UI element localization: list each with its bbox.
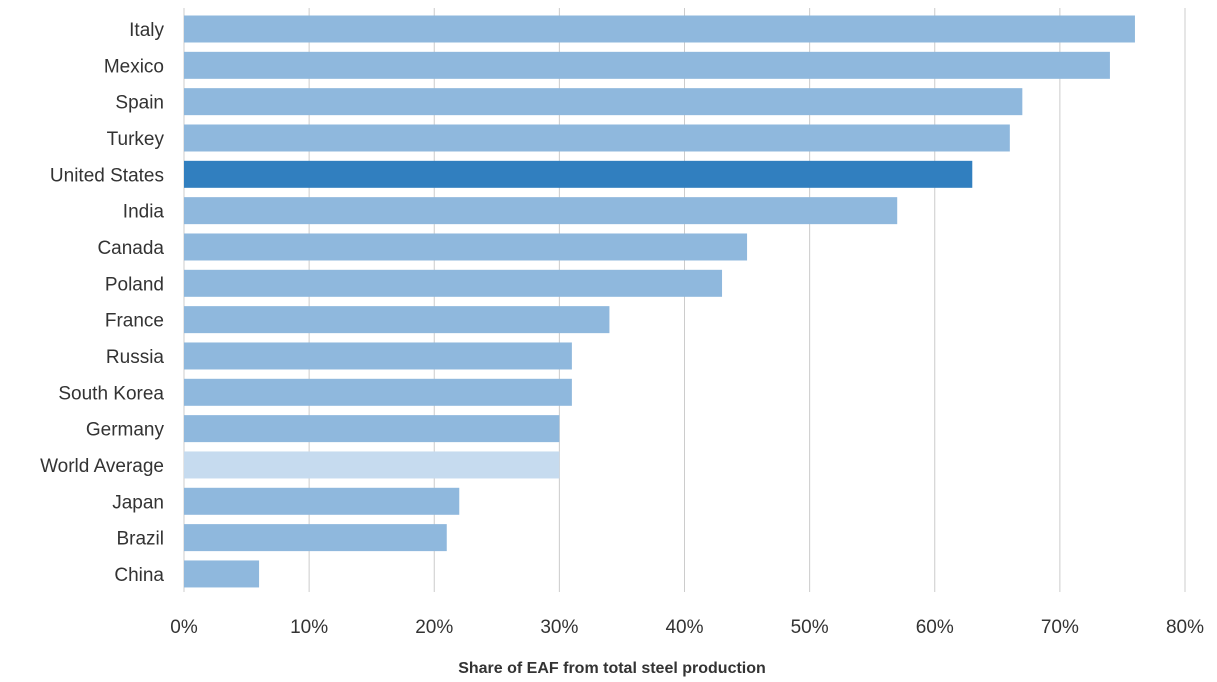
bar [184,560,260,588]
category-label: Japan [112,492,164,513]
bar [184,451,560,479]
bar [184,160,973,188]
bar [184,269,723,297]
bars [184,15,1135,588]
category-label: World Average [40,456,164,477]
bar [184,487,460,515]
bar [184,378,572,406]
category-label: Mexico [104,56,164,77]
category-label: Canada [97,238,164,259]
category-labels: Italy Mexico Spain Turkey United States India… [40,20,164,586]
x-tick-label: 80% [1166,617,1204,638]
x-tick-label: 10% [290,617,328,638]
category-label: China [114,565,164,586]
category-label: Italy [129,20,164,41]
category-label: Turkey [107,129,165,150]
x-axis-title: Share of EAF from total steel production [458,660,766,677]
category-label: Poland [105,274,164,295]
bar [184,342,572,370]
category-label: Russia [106,347,165,368]
x-tick-label: 70% [1041,617,1079,638]
bar [184,197,898,225]
x-tick-labels: 0% 10% 20% 30% 40% 50% 60% 70% 80% [170,617,1204,638]
bar [184,524,447,552]
x-tick-label: 50% [791,617,829,638]
category-label: Spain [115,93,164,114]
category-label: France [105,311,164,332]
category-label: United States [50,165,164,186]
x-tick-label: 20% [415,617,453,638]
bar [184,306,610,334]
x-tick-label: 40% [665,617,703,638]
bar [184,51,1110,79]
category-label: Germany [86,420,165,441]
x-tick-label: 60% [916,617,954,638]
category-label: South Korea [58,383,164,404]
category-label: India [123,202,165,223]
bar [184,415,560,443]
bar [184,124,1010,152]
category-label: Brazil [116,529,164,550]
x-tick-label: 0% [170,617,198,638]
x-tick-label: 30% [540,617,578,638]
bar [184,233,748,261]
bar [184,88,1023,116]
bar [184,15,1135,43]
